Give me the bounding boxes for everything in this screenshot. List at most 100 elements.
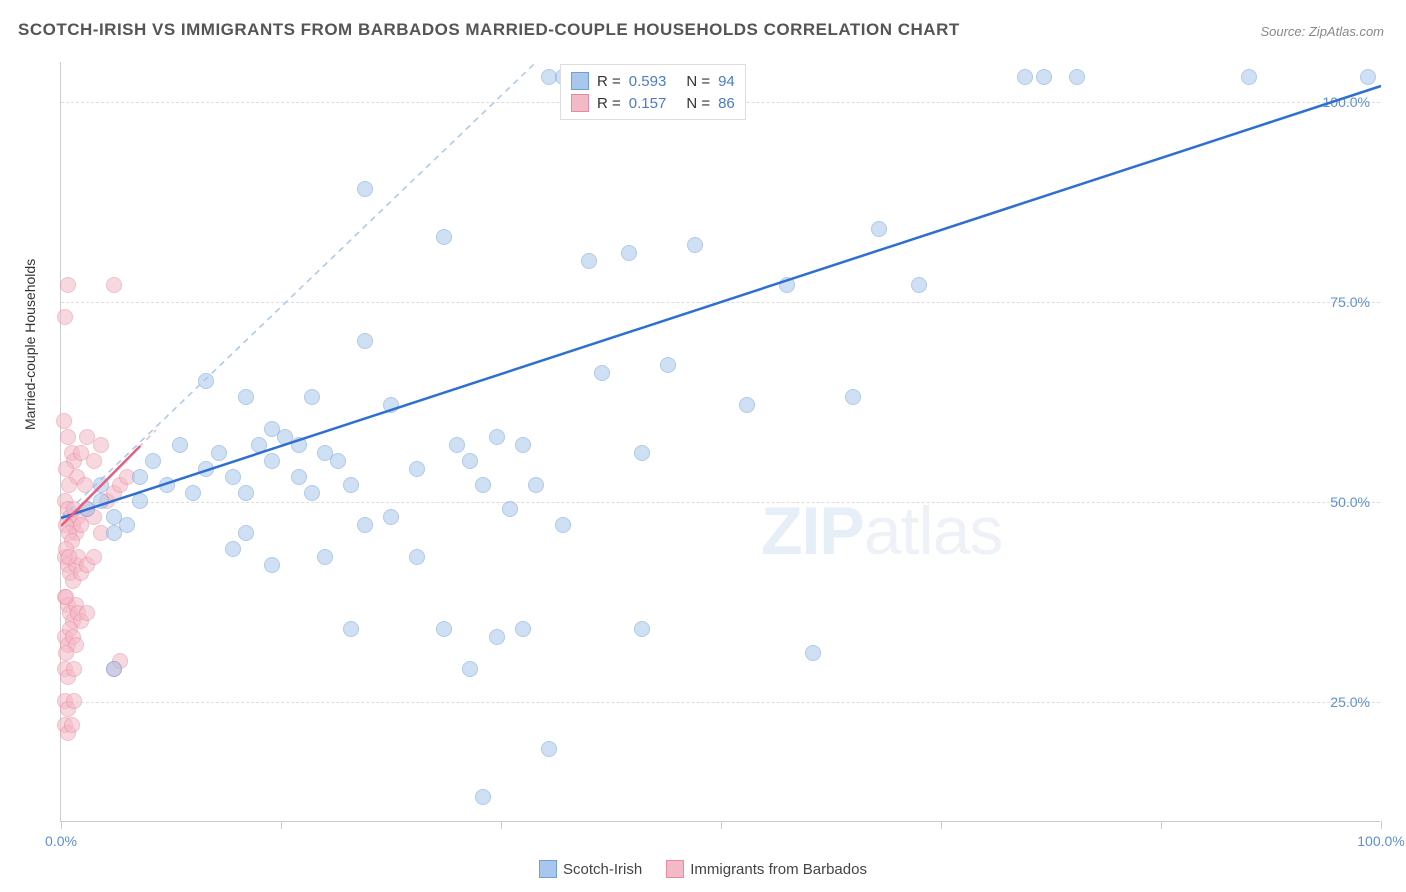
scatter-point — [845, 389, 861, 405]
legend-correlation-row: R =0.157N =86 — [571, 92, 735, 114]
scatter-point — [343, 621, 359, 637]
scatter-point — [330, 453, 346, 469]
scatter-point — [462, 661, 478, 677]
scatter-point — [77, 477, 93, 493]
xtick — [281, 821, 282, 829]
legend-bottom-item: Scotch-Irish — [539, 860, 642, 878]
legend-swatch — [539, 860, 557, 878]
scatter-point — [489, 429, 505, 445]
n-label: N = — [686, 73, 710, 90]
source-label: Source: ZipAtlas.com — [1260, 24, 1384, 39]
scatter-point — [317, 549, 333, 565]
scatter-point — [60, 429, 76, 445]
scatter-point — [61, 549, 77, 565]
scatter-point — [489, 629, 505, 645]
scatter-point — [436, 229, 452, 245]
scatter-point — [291, 469, 307, 485]
scatter-point — [409, 549, 425, 565]
scatter-point — [502, 501, 518, 517]
scatter-point — [1017, 69, 1033, 85]
scatter-point — [687, 237, 703, 253]
scatter-point — [198, 461, 214, 477]
gridline-h — [61, 502, 1380, 503]
y-axis-label: Married-couple Households — [22, 259, 38, 430]
scatter-point — [436, 621, 452, 637]
ytick-label: 100.0% — [1323, 94, 1370, 110]
scatter-point — [93, 493, 109, 509]
scatter-point — [106, 525, 122, 541]
scatter-point — [79, 605, 95, 621]
scatter-point — [238, 485, 254, 501]
scatter-point — [621, 245, 637, 261]
scatter-point — [185, 485, 201, 501]
scatter-point — [515, 437, 531, 453]
scatter-point — [343, 477, 359, 493]
scatter-point — [911, 277, 927, 293]
scatter-point — [594, 365, 610, 381]
r-value: 0.593 — [629, 73, 667, 90]
scatter-point — [739, 397, 755, 413]
gridline-h — [61, 702, 1380, 703]
chart-title: SCOTCH-IRISH VS IMMIGRANTS FROM BARBADOS… — [18, 20, 960, 40]
xtick-label: 100.0% — [1357, 833, 1404, 849]
scatter-point — [159, 477, 175, 493]
scatter-point — [56, 413, 72, 429]
xtick-label: 0.0% — [45, 833, 77, 849]
scatter-point — [357, 333, 373, 349]
ytick-label: 75.0% — [1330, 294, 1370, 310]
scatter-point — [871, 221, 887, 237]
scatter-point — [66, 693, 82, 709]
scatter-point — [475, 477, 491, 493]
scatter-point — [304, 485, 320, 501]
scatter-point — [1360, 69, 1376, 85]
scatter-point — [1069, 69, 1085, 85]
legend-correlation-box: R =0.593N =94R =0.157N =86 — [560, 64, 746, 120]
xtick — [61, 821, 62, 829]
scatter-point — [581, 253, 597, 269]
scatter-point — [106, 661, 122, 677]
scatter-point — [1241, 69, 1257, 85]
legend-bottom-item: Immigrants from Barbados — [666, 860, 867, 878]
n-label: N = — [686, 95, 710, 112]
scatter-point — [1036, 69, 1052, 85]
scatter-point — [132, 493, 148, 509]
scatter-point — [555, 517, 571, 533]
r-label: R = — [597, 73, 621, 90]
scatter-point — [634, 445, 650, 461]
scatter-point — [462, 453, 478, 469]
scatter-point — [528, 477, 544, 493]
gridline-h — [61, 302, 1380, 303]
ytick-label: 50.0% — [1330, 494, 1370, 510]
watermark-bold: ZIP — [761, 493, 864, 569]
legend-swatch — [571, 72, 589, 90]
scatter-point — [132, 469, 148, 485]
legend-correlation-row: R =0.593N =94 — [571, 70, 735, 92]
scatter-point — [779, 277, 795, 293]
scatter-point — [357, 517, 373, 533]
scatter-point — [86, 453, 102, 469]
scatter-point — [475, 789, 491, 805]
scatter-point — [93, 437, 109, 453]
scatter-point — [86, 549, 102, 565]
scatter-point — [304, 389, 320, 405]
scatter-point — [145, 453, 161, 469]
scatter-point — [211, 445, 227, 461]
scatter-point — [383, 397, 399, 413]
scatter-point — [64, 717, 80, 733]
scatter-point — [225, 541, 241, 557]
legend-swatch — [571, 94, 589, 112]
scatter-point — [225, 469, 241, 485]
scatter-point — [805, 645, 821, 661]
scatter-point — [357, 181, 373, 197]
scatter-point — [172, 437, 188, 453]
scatter-point — [449, 437, 465, 453]
scatter-point — [264, 557, 280, 573]
legend-bottom: Scotch-Irish Immigrants from Barbados — [0, 860, 1406, 882]
scatter-point — [383, 509, 399, 525]
scatter-point — [58, 589, 74, 605]
legend-swatch — [666, 860, 684, 878]
r-value: 0.157 — [629, 95, 667, 112]
scatter-point — [57, 309, 73, 325]
xtick — [941, 821, 942, 829]
watermark: ZIPatlas — [761, 492, 1002, 570]
